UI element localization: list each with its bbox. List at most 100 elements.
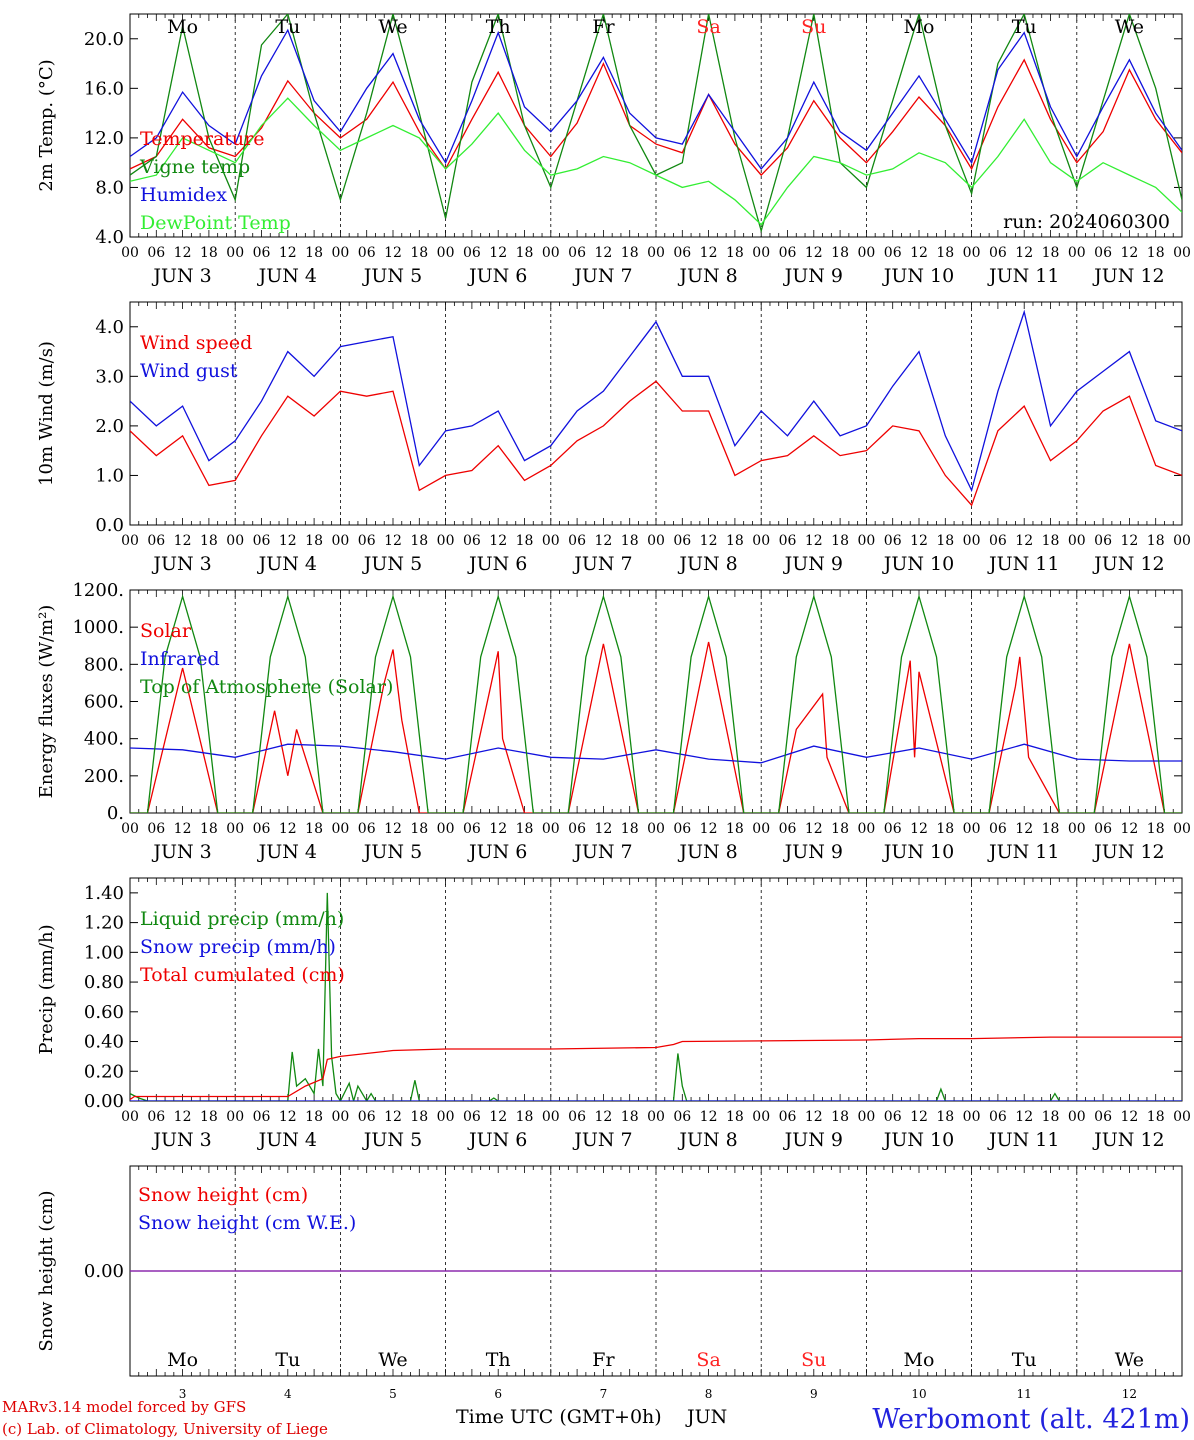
- hour-tick-label: 06: [568, 245, 586, 261]
- date-number: 12: [1122, 1387, 1137, 1401]
- y-tick-label: 8.0: [95, 177, 124, 198]
- date-label: JUN 6: [467, 1129, 527, 1151]
- date-label: JUN 5: [362, 841, 422, 863]
- hour-tick-label: 00: [963, 1109, 981, 1125]
- hour-tick-label: 12: [1120, 821, 1138, 837]
- date-label: JUN 4: [257, 841, 317, 863]
- date-label: JUN 8: [677, 1129, 737, 1151]
- hour-tick-label: 06: [253, 821, 271, 837]
- date-label: JUN 12: [1092, 553, 1164, 575]
- hour-tick-label: 00: [963, 533, 981, 549]
- date-number: 8: [705, 1387, 713, 1401]
- hour-tick-label: 00: [752, 1109, 770, 1125]
- hour-tick-label: 18: [936, 533, 954, 549]
- temp-series-line: [130, 58, 1182, 177]
- hour-tick-label: 00: [437, 533, 455, 549]
- hour-tick-label: 00: [437, 1109, 455, 1125]
- hour-tick-label: 18: [936, 821, 954, 837]
- hour-tick-label: 06: [463, 533, 481, 549]
- legend-entry: Snow precip (mm/h): [140, 936, 336, 958]
- hour-tick-label: 06: [989, 533, 1007, 549]
- hour-tick-label: 06: [673, 821, 691, 837]
- legend-entry: DewPoint Temp: [140, 212, 291, 234]
- hour-tick-label: 06: [989, 245, 1007, 261]
- date-label: JUN 8: [677, 265, 737, 287]
- date-label: JUN 9: [783, 553, 843, 575]
- y-tick-label: 1.0: [95, 465, 124, 486]
- y-axis-label: 2m Temp. (°C): [36, 59, 57, 191]
- hour-tick-label: 12: [174, 533, 192, 549]
- hour-tick-label: 00: [542, 533, 560, 549]
- y-tick-label: 0.00: [84, 1091, 124, 1112]
- hour-tick-label: 06: [568, 1109, 586, 1125]
- y-tick-label: 0.20: [84, 1061, 124, 1082]
- date-number: 7: [600, 1387, 608, 1401]
- hour-tick-label: 18: [305, 1109, 323, 1125]
- hour-tick-label: 06: [884, 533, 902, 549]
- hour-tick-label: 18: [621, 821, 639, 837]
- hour-tick-label: 00: [226, 821, 244, 837]
- hour-tick-label: 12: [700, 533, 718, 549]
- hour-tick-label: 06: [779, 821, 797, 837]
- date-label: JUN 10: [882, 553, 954, 575]
- precip-panel: 0.00 0.20 0.40 0.60 0.80 1.00 1.20 1.40 Precip (…: [36, 877, 1191, 1151]
- hour-tick-label: 00: [542, 821, 560, 837]
- hour-tick-label: 12: [384, 533, 402, 549]
- wind-series-line: [130, 309, 1182, 493]
- hour-tick-label: 06: [253, 1109, 271, 1125]
- hour-tick-label: 06: [989, 1109, 1007, 1125]
- hour-tick-label: 18: [621, 533, 639, 549]
- y-tick-label: 600.: [84, 692, 124, 713]
- hour-tick-label: 12: [174, 821, 192, 837]
- hour-tick-label: 12: [489, 821, 507, 837]
- hour-tick-label: 18: [621, 245, 639, 261]
- date-label: JUN 7: [572, 553, 632, 575]
- hour-tick-label: 06: [568, 821, 586, 837]
- hour-tick-label: 06: [358, 533, 376, 549]
- weekday-label: Su: [801, 1349, 826, 1371]
- hour-tick-label: 06: [463, 245, 481, 261]
- date-number: 3: [179, 1387, 187, 1401]
- hour-tick-label: 18: [410, 1109, 428, 1125]
- hour-tick-label: 18: [621, 1109, 639, 1125]
- date-label: JUN 10: [882, 1129, 954, 1151]
- model-credit: MARv3.14 model forced by GFS: [2, 1398, 246, 1416]
- hour-tick-label: 12: [1120, 245, 1138, 261]
- date-number: 11: [1017, 1387, 1032, 1401]
- wind-frame: [129, 301, 1183, 526]
- date-label: JUN 7: [572, 1129, 632, 1151]
- hour-tick-label: 18: [1147, 1109, 1165, 1125]
- hour-tick-label: 12: [384, 1109, 402, 1125]
- date-label: JUN 9: [783, 841, 843, 863]
- hour-tick-label: 06: [673, 1109, 691, 1125]
- hour-tick-label: 12: [1015, 821, 1033, 837]
- hour-tick-label: 18: [305, 533, 323, 549]
- weekday-label: Mo: [167, 16, 198, 38]
- energy-series-line: [130, 641, 1182, 813]
- hour-tick-label: 18: [200, 821, 218, 837]
- hour-tick-label: 06: [358, 245, 376, 261]
- hour-tick-label: 00: [1173, 533, 1191, 549]
- y-tick-label: 12.0: [84, 128, 124, 149]
- hour-tick-label: 18: [1147, 533, 1165, 549]
- hour-tick-label: 06: [884, 1109, 902, 1125]
- hour-tick-label: 06: [1094, 1109, 1112, 1125]
- y-tick-label: 1.40: [84, 883, 124, 904]
- hour-tick-label: 00: [647, 821, 665, 837]
- date-number: 5: [389, 1387, 397, 1401]
- hour-tick-label: 18: [200, 533, 218, 549]
- date-number: 6: [494, 1387, 502, 1401]
- date-label: JUN 12: [1092, 841, 1164, 863]
- y-tick-label: 2.0: [95, 416, 124, 437]
- hour-tick-label: 18: [200, 1109, 218, 1125]
- y-axis-label: Precip (mm/h): [36, 924, 57, 1054]
- hour-tick-label: 00: [857, 245, 875, 261]
- hour-tick-label: 12: [279, 821, 297, 837]
- hour-tick-label: 12: [1015, 245, 1033, 261]
- hour-tick-label: 06: [673, 533, 691, 549]
- hour-tick-label: 12: [594, 245, 612, 261]
- y-tick-label: 800.: [84, 654, 124, 675]
- date-label: JUN 9: [783, 265, 843, 287]
- hour-tick-label: 12: [910, 1109, 928, 1125]
- hour-tick-label: 00: [121, 533, 139, 549]
